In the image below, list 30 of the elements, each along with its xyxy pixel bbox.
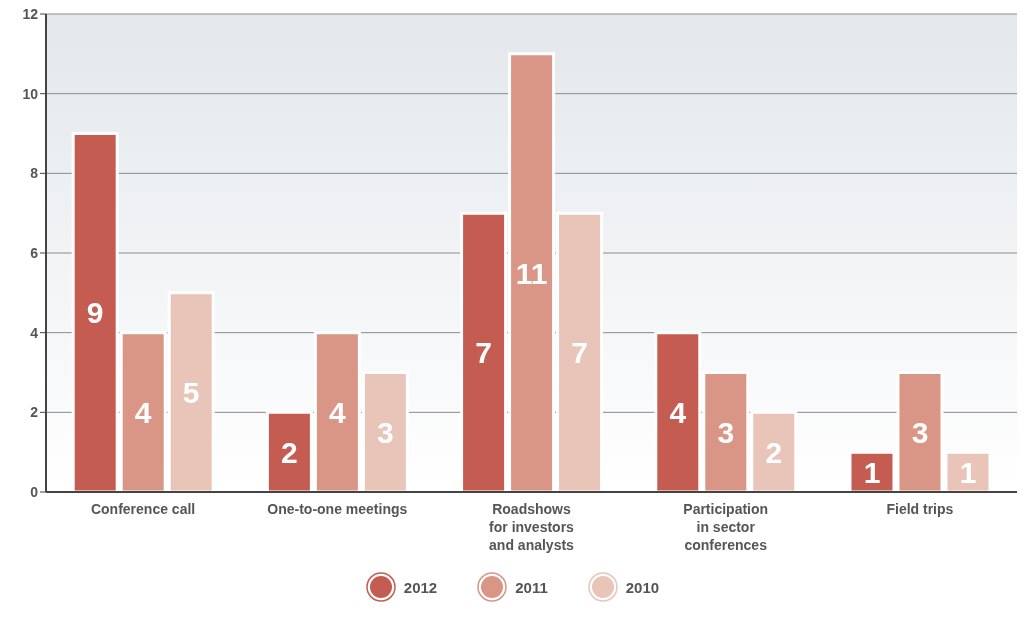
y-tick-label: 0: [30, 483, 39, 500]
data-label: 1: [959, 455, 977, 489]
legend-label: 2012: [403, 578, 438, 596]
y-tick-label: 10: [22, 85, 39, 102]
data-label: 7: [571, 336, 588, 370]
y-tick-label: 2: [30, 404, 39, 421]
data-label: 3: [717, 415, 735, 449]
data-label: 9: [86, 296, 104, 330]
y-tick-label: 4: [30, 324, 39, 341]
y-tick-label: 8: [30, 165, 39, 182]
x-tick-label: Participation in sector conferences: [683, 501, 769, 553]
y-tick-label: 6: [30, 244, 39, 261]
data-label: 2: [281, 435, 298, 469]
data-label: 4: [329, 395, 347, 429]
legend-label: 2011: [515, 578, 548, 596]
data-label: 3: [377, 415, 394, 449]
data-label: 5: [182, 376, 200, 410]
data-label: 3: [911, 415, 929, 449]
y-tick-label: 12: [22, 5, 39, 22]
x-tick-label: Roadshows for investors and analysts: [489, 501, 575, 553]
data-label: 2: [765, 435, 783, 469]
x-tick-label: Field trips: [886, 501, 954, 517]
data-label: 4: [669, 395, 687, 429]
data-label: 7: [475, 336, 492, 370]
x-tick-label: Conference call: [90, 501, 196, 517]
legend-label: 2010: [625, 578, 660, 596]
x-tick-label: One-to-one meetings: [267, 501, 408, 517]
data-label: 11: [515, 256, 548, 290]
data-label: 1: [863, 455, 881, 489]
data-label: 4: [134, 395, 152, 429]
